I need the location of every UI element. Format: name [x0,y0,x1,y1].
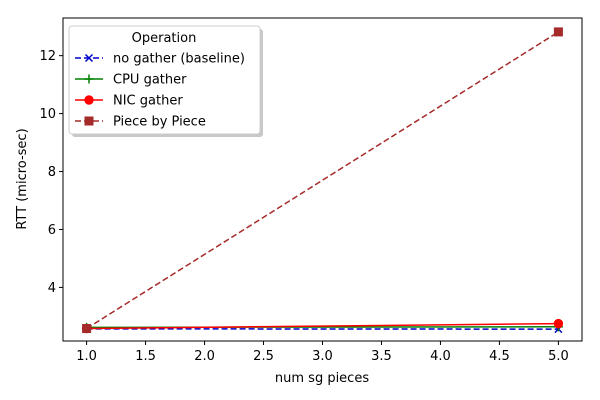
x-axis: 1.0 1.5 2.0 2.5 3.0 3.5 4.0 4.5 5.0 [76,341,569,364]
y-tick-label: 12 [39,49,56,64]
legend-items: no gather (baseline) CPU gather NIC gather… [75,52,245,130]
x-axis-label: num sg pieces [275,371,369,386]
y-tick-label: 6 [48,223,56,238]
legend-entry: NIC gather [75,94,183,109]
legend-title: Operation [132,31,197,46]
series-layer [81,27,564,334]
y-tick-label: 4 [48,281,56,296]
legend-box [68,25,261,135]
x-tick-label: 2.5 [253,349,274,364]
x-tick-label: 4.0 [430,349,451,364]
series-line [86,322,559,330]
legend: Operation no gather (baseline) CPU gather… [68,25,263,137]
data-point [553,27,563,37]
x-tick-label: 2.0 [194,349,215,364]
x-tick-label: 4.5 [489,349,510,364]
x-tick-label: 1.0 [76,349,97,364]
legend-marker [84,74,94,84]
legend-label: no gather (baseline) [113,52,245,67]
legend-entry: no gather (baseline) [75,52,245,67]
x-tick-label: 1.5 [135,349,156,364]
series-line [86,31,559,330]
y-axis: 4 6 8 10 12 [39,49,63,296]
legend-entry: CPU gather [75,73,187,88]
y-tick-label: 10 [39,107,56,122]
legend-label: CPU gather [113,73,187,88]
x-tick-label: 3.5 [371,349,392,364]
x-tick-label: 5.0 [548,349,569,364]
legend-marker [84,95,94,105]
legend-marker [84,53,94,63]
x-tick-label: 3.0 [312,349,333,364]
legend-entry: Piece by Piece [75,115,206,130]
legend-marker [84,116,94,126]
y-axis-label: RTT (micro-sec) [15,128,30,229]
series-3 [82,27,563,334]
data-point [82,324,92,334]
legend-label: Piece by Piece [113,115,206,130]
legend-label: NIC gather [113,94,183,109]
y-tick-label: 8 [48,165,56,180]
data-point [553,318,564,329]
